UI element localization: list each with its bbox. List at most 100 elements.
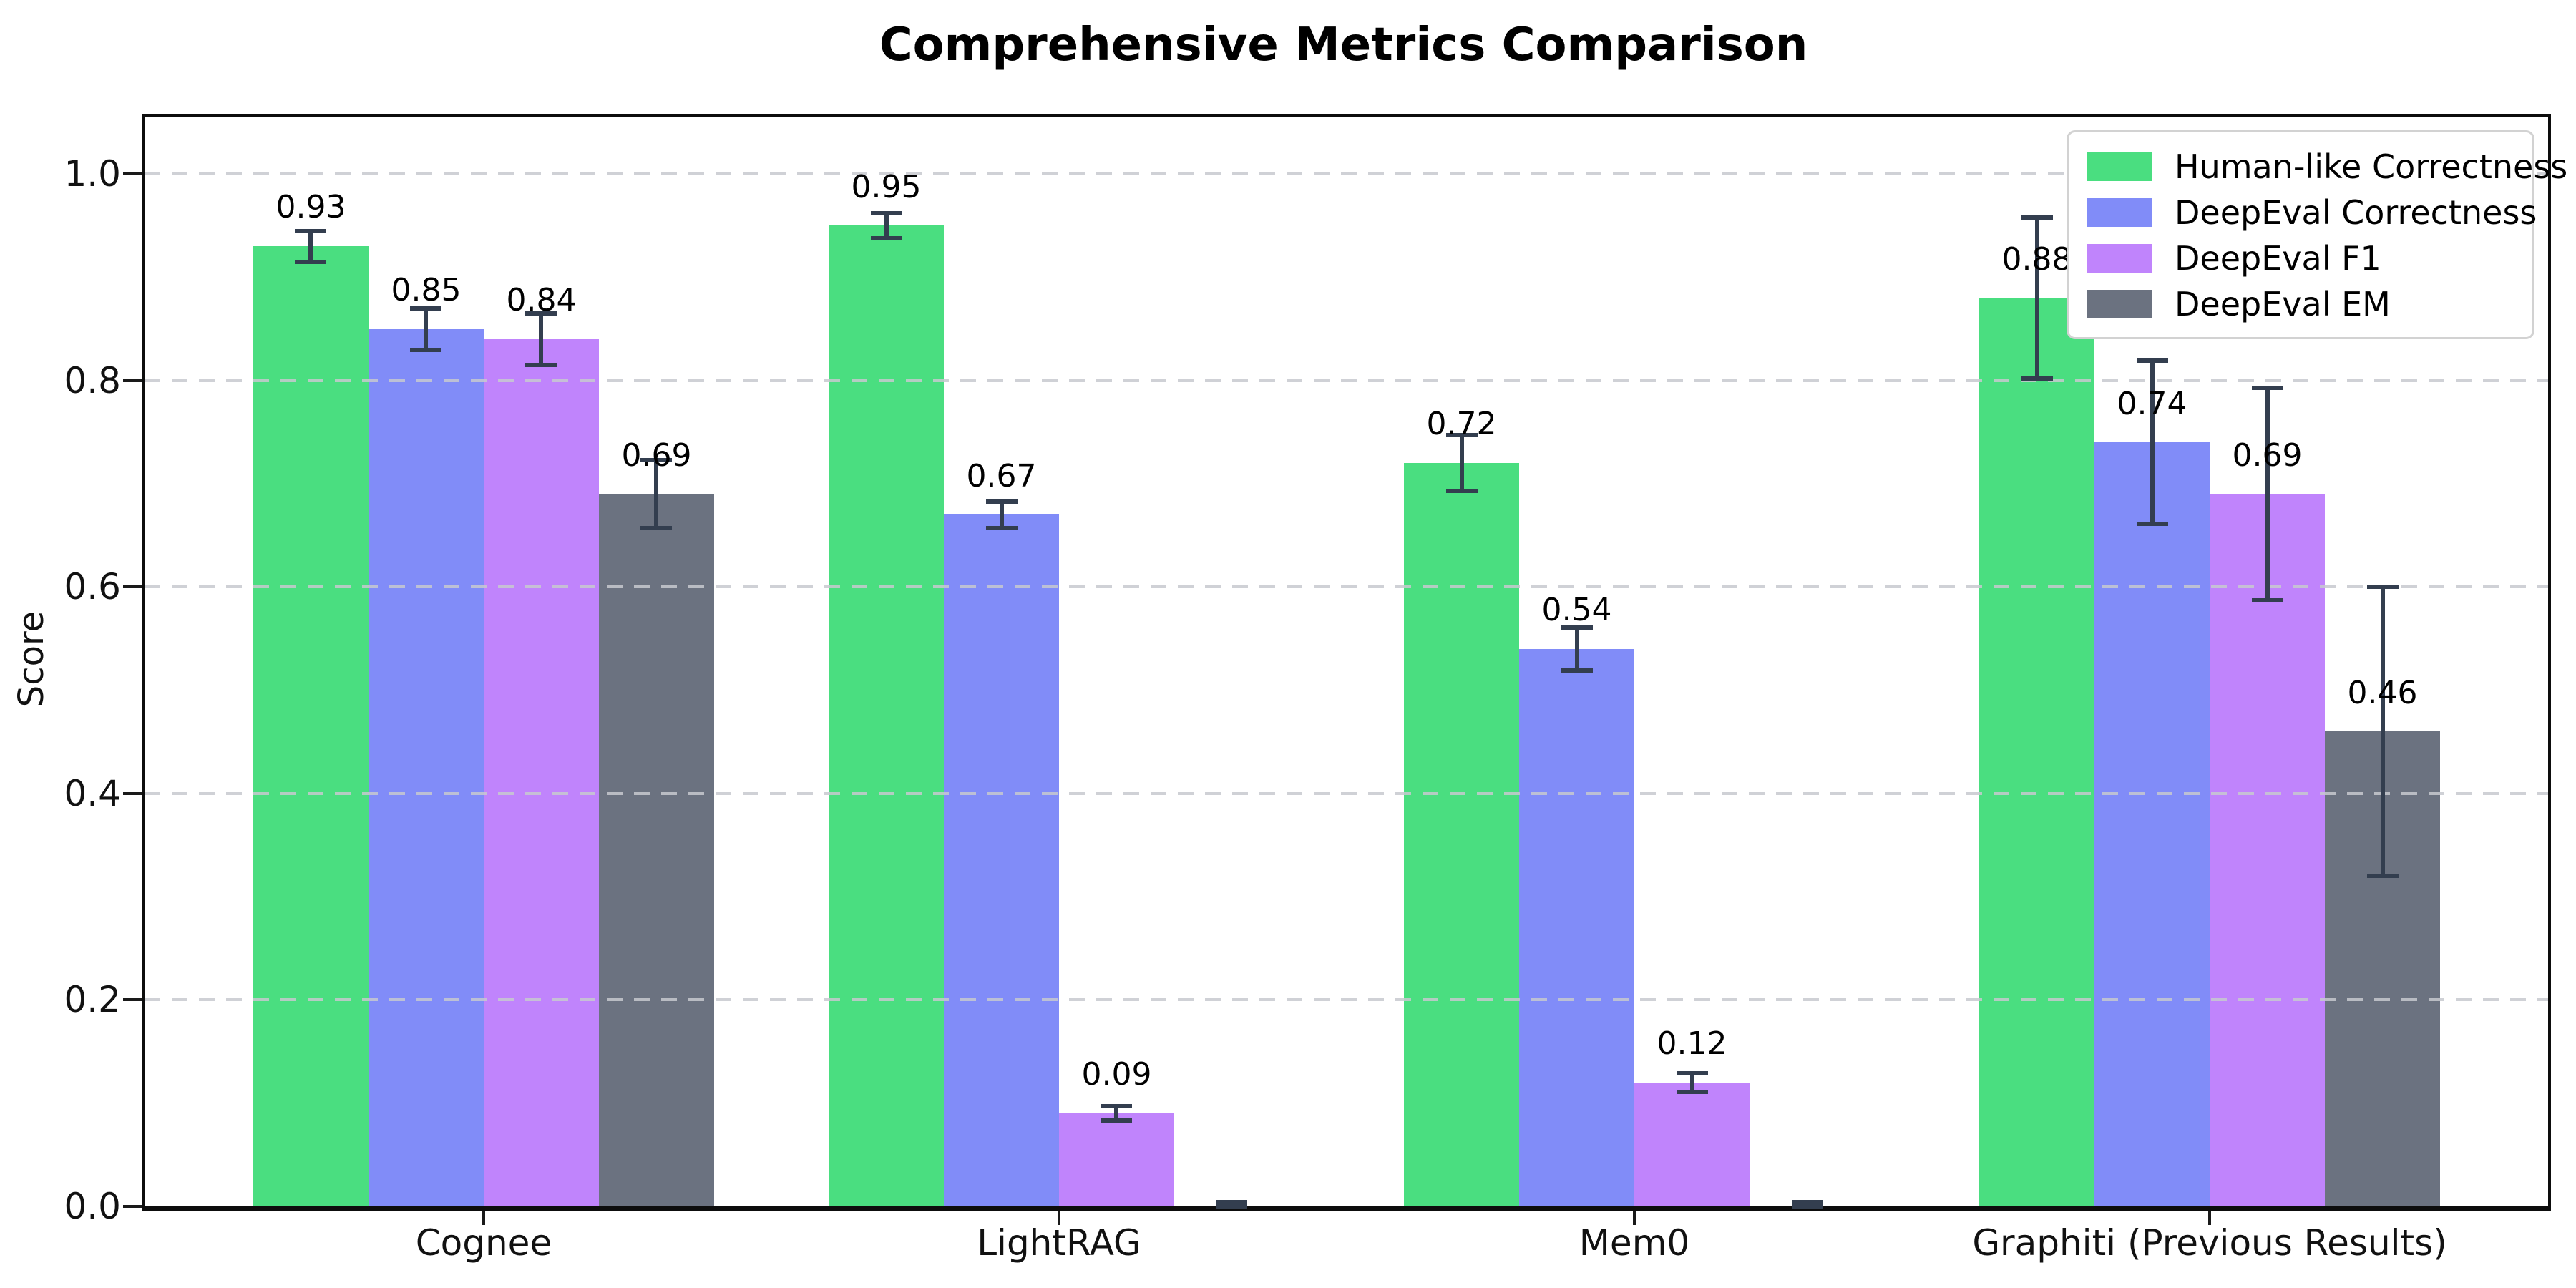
bar-human-like-correctness-graphiti-previous-results — [1979, 298, 2094, 1206]
bar-label-human-like-correctness-lightrag: 0.95 — [851, 168, 922, 205]
errorbar-deepeval-correctness-lightrag-cap-bottom — [985, 526, 1018, 531]
y-tick-label-0.4: 0.4 — [64, 772, 121, 814]
bar-human-like-correctness-lightrag — [829, 225, 944, 1206]
legend-item-deepeval-correctness: DeepEval Correctness — [2069, 190, 2537, 235]
errorbar-human-like-correctness-graphiti-previous-results — [2034, 217, 2039, 379]
gridline-1.0 — [145, 172, 2548, 176]
bar-label-deepeval-em-cognee: 0.69 — [621, 436, 692, 474]
bar-label-deepeval-correctness-graphiti-previous-results: 0.74 — [2117, 385, 2187, 422]
errorbar-deepeval-correctness-mem0 — [1574, 627, 1579, 671]
errorbar-deepeval-f1-graphiti-previous-results — [2265, 388, 2270, 601]
x-tick-lightrag — [1057, 1211, 1060, 1225]
bar-human-like-correctness-mem0 — [1404, 463, 1519, 1206]
y-tick-0.2 — [123, 998, 142, 1002]
legend-swatch-human-like-correctness — [2087, 152, 2152, 181]
errorbar-deepeval-em-graphiti-previous-results-cap-top — [2366, 585, 2399, 590]
x-tick-label-cognee: Cognee — [415, 1222, 552, 1264]
y-tick-label-0.0: 0.0 — [64, 1186, 121, 1227]
y-tick-0.6 — [123, 585, 142, 589]
y-tick-0.8 — [123, 379, 142, 382]
gridline-0.2 — [145, 998, 2548, 1002]
errorbar-deepeval-correctness-lightrag — [999, 501, 1004, 529]
errorbar-deepeval-correctness-mem0-cap-top — [1561, 625, 1593, 630]
x-tick-cognee — [482, 1211, 485, 1225]
errorbar-deepeval-f1-cognee-cap-top — [525, 311, 557, 316]
legend-swatch-deepeval-correctness — [2087, 198, 2152, 227]
errorbar-deepeval-f1-lightrag — [1114, 1106, 1119, 1121]
bar-label-deepeval-f1-lightrag: 0.09 — [1081, 1056, 1152, 1093]
bar-label-deepeval-f1-mem0: 0.12 — [1657, 1025, 1727, 1063]
bar-label-deepeval-correctness-cognee: 0.85 — [391, 271, 462, 308]
errorbar-deepeval-correctness-graphiti-previous-results-cap-bottom — [2136, 522, 2168, 527]
gridline-0.4 — [145, 791, 2548, 795]
legend-label-deepeval-correctness: DeepEval Correctness — [2175, 193, 2537, 232]
errorbar-deepeval-f1-cognee — [539, 313, 544, 366]
errorbar-human-like-correctness-mem0-cap-bottom — [1445, 489, 1478, 494]
errorbar-deepeval-em-mem0-cap-bottom — [1791, 1204, 1823, 1209]
errorbar-deepeval-em-lightrag-cap-bottom — [1216, 1204, 1248, 1209]
bar-deepeval-em-cognee — [598, 494, 714, 1206]
x-tick-label-lightrag: LightRAG — [977, 1222, 1141, 1264]
legend-label-deepeval-em: DeepEval EM — [2175, 285, 2391, 323]
errorbar-deepeval-correctness-cognee — [424, 308, 429, 350]
y-tick-label-0.8: 0.8 — [64, 359, 121, 401]
bar-deepeval-correctness-lightrag — [944, 514, 1059, 1206]
errorbar-deepeval-em-graphiti-previous-results — [2380, 587, 2385, 877]
y-tick-0.0 — [123, 1205, 142, 1208]
errorbar-deepeval-correctness-graphiti-previous-results — [2150, 361, 2155, 525]
errorbar-deepeval-correctness-cognee-cap-top — [410, 306, 442, 311]
y-tick-label-0.2: 0.2 — [64, 979, 121, 1021]
errorbar-human-like-correctness-graphiti-previous-results-cap-bottom — [2021, 376, 2053, 381]
gridline-0.6 — [145, 585, 2548, 589]
bar-deepeval-correctness-mem0 — [1519, 648, 1634, 1206]
legend-label-human-like-correctness: Human-like Correctness — [2175, 147, 2568, 186]
bar-deepeval-f1-lightrag — [1058, 1113, 1174, 1206]
y-tick-label-0.6: 0.6 — [64, 566, 121, 608]
errorbar-deepeval-f1-mem0-cap-bottom — [1676, 1089, 1708, 1094]
errorbar-human-like-correctness-lightrag-cap-bottom — [870, 235, 902, 240]
bar-label-deepeval-f1-graphiti-previous-results: 0.69 — [2232, 436, 2303, 474]
errorbar-deepeval-correctness-cognee-cap-bottom — [410, 347, 442, 352]
errorbar-human-like-correctness-cognee-cap-top — [295, 228, 327, 233]
y-tick-1.0 — [123, 172, 142, 176]
errorbar-human-like-correctness-mem0 — [1459, 435, 1464, 492]
bar-label-deepeval-em-graphiti-previous-results: 0.46 — [2347, 674, 2418, 711]
errorbar-deepeval-f1-graphiti-previous-results-cap-bottom — [2251, 598, 2283, 603]
errorbar-deepeval-f1-mem0 — [1689, 1073, 1694, 1092]
legend-label-deepeval-f1: DeepEval F1 — [2175, 239, 2381, 278]
errorbar-deepeval-f1-lightrag-cap-top — [1101, 1104, 1133, 1109]
bar-deepeval-f1-graphiti-previous-results — [2210, 494, 2325, 1206]
x-tick-label-mem0: Mem0 — [1579, 1222, 1690, 1264]
errorbar-human-like-correctness-cognee-cap-bottom — [295, 259, 327, 264]
legend: Human-like Correctness DeepEval Correctne… — [2067, 130, 2567, 339]
bar-label-human-like-correctness-graphiti-previous-results: 0.88 — [2001, 240, 2072, 278]
errorbar-human-like-correctness-mem0-cap-top — [1445, 433, 1478, 438]
legend-item-deepeval-f1: DeepEval F1 — [2069, 235, 2532, 281]
errorbar-human-like-correctness-cognee — [308, 230, 313, 262]
errorbar-deepeval-em-cognee-cap-top — [640, 457, 673, 462]
errorbar-deepeval-em-lightrag-cap-top — [1216, 1200, 1248, 1205]
errorbar-deepeval-correctness-mem0-cap-bottom — [1561, 668, 1593, 673]
legend-item-human-like-correctness: Human-like Correctness — [2069, 144, 2567, 190]
errorbar-deepeval-em-graphiti-previous-results-cap-bottom — [2366, 874, 2399, 879]
bar-deepeval-correctness-graphiti-previous-results — [2094, 442, 2210, 1206]
errorbar-deepeval-f1-mem0-cap-top — [1676, 1070, 1708, 1075]
bar-deepeval-correctness-cognee — [368, 328, 484, 1206]
errorbar-deepeval-correctness-graphiti-previous-results-cap-top — [2136, 358, 2168, 364]
x-tick-label-graphiti-previous-results: Graphiti (Previous Results) — [1972, 1222, 2447, 1264]
gridline-0.8 — [145, 379, 2548, 382]
errorbar-deepeval-f1-lightrag-cap-bottom — [1101, 1118, 1133, 1123]
errorbar-deepeval-f1-cognee-cap-bottom — [525, 363, 557, 368]
bar-human-like-correctness-cognee — [253, 246, 369, 1206]
bar-deepeval-f1-cognee — [483, 339, 599, 1206]
errorbar-human-like-correctness-graphiti-previous-results-cap-top — [2021, 215, 2053, 220]
bar-label-human-like-correctness-mem0: 0.72 — [1426, 406, 1497, 443]
y-tick-label-1.0: 1.0 — [64, 153, 121, 195]
bar-label-deepeval-correctness-lightrag: 0.67 — [966, 457, 1037, 494]
x-tick-graphiti-previous-results — [2208, 1211, 2212, 1225]
legend-swatch-deepeval-em — [2087, 290, 2152, 318]
errorbar-human-like-correctness-lightrag — [884, 213, 889, 238]
errorbar-deepeval-f1-graphiti-previous-results-cap-top — [2251, 385, 2283, 390]
x-tick-mem0 — [1633, 1211, 1636, 1225]
